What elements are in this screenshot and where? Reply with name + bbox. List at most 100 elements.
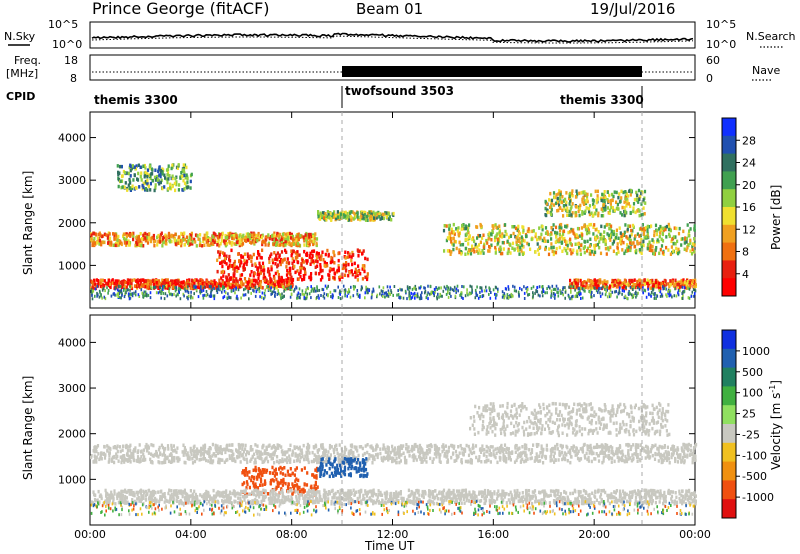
power-cell xyxy=(233,263,236,267)
power-cell xyxy=(606,222,609,227)
power-cell xyxy=(234,265,237,270)
power-cell xyxy=(660,244,664,248)
power-cell xyxy=(564,290,567,294)
power-cell xyxy=(360,288,362,292)
power-cell xyxy=(196,281,199,285)
power-cell xyxy=(283,280,286,285)
power-cell xyxy=(458,250,461,255)
power-cell xyxy=(122,234,125,238)
power-cell xyxy=(572,294,574,298)
velocity-cell xyxy=(276,455,279,459)
power-cell xyxy=(127,239,130,243)
power-cell xyxy=(397,289,399,292)
power-cell xyxy=(637,291,639,295)
power-cell xyxy=(250,241,253,245)
power-cell xyxy=(257,273,261,277)
power-cell xyxy=(392,293,394,297)
power-cell xyxy=(596,279,599,283)
power-cell xyxy=(296,269,299,273)
velocity-cell xyxy=(503,443,507,447)
power-cell xyxy=(614,283,617,287)
power-cell xyxy=(497,241,500,245)
power-cell xyxy=(134,290,137,294)
power-cell xyxy=(654,223,658,228)
power-cell xyxy=(96,294,98,298)
power-cell xyxy=(599,237,602,241)
power-cell xyxy=(517,224,520,229)
power-cell xyxy=(170,239,173,244)
power-cell xyxy=(507,285,510,289)
power-cell xyxy=(378,215,381,219)
velocity-cell xyxy=(298,459,301,464)
power-cell xyxy=(646,229,649,233)
power-cell xyxy=(197,237,200,241)
power-cell xyxy=(216,258,219,262)
power-cell xyxy=(216,243,219,247)
power-cell xyxy=(321,250,324,254)
power-cell xyxy=(156,235,159,240)
power-cell xyxy=(488,286,490,290)
power-cell xyxy=(589,252,592,256)
velocity-cell xyxy=(402,451,405,455)
power-cell xyxy=(478,234,482,238)
power-cell xyxy=(237,288,240,292)
power-cell xyxy=(294,251,297,255)
power-cell xyxy=(390,218,393,222)
power-cell xyxy=(626,199,629,203)
power-cell xyxy=(604,204,607,209)
power-cell xyxy=(357,294,360,298)
power-cell xyxy=(291,257,294,261)
velocity-cell xyxy=(594,457,597,461)
power-cell xyxy=(651,278,654,283)
power-cell xyxy=(667,227,671,232)
power-cell xyxy=(518,252,521,256)
power-cell xyxy=(504,287,507,291)
power-cell xyxy=(538,226,541,230)
power-cell xyxy=(165,239,168,243)
power-cell xyxy=(329,211,332,216)
power-cell xyxy=(270,252,273,256)
power-cell xyxy=(419,286,421,290)
power-cell xyxy=(186,175,189,179)
power-cell xyxy=(142,294,145,298)
power-cell xyxy=(199,233,202,237)
power-cell xyxy=(611,242,614,246)
power-cell xyxy=(257,233,260,237)
power-cell xyxy=(626,227,629,232)
power-cell xyxy=(532,291,534,295)
power-cell xyxy=(263,291,266,295)
power-cell xyxy=(181,174,184,179)
power-cell xyxy=(237,236,240,240)
power-cell xyxy=(357,249,360,254)
power-cell xyxy=(549,232,552,237)
velocity-cell xyxy=(425,460,428,464)
power-cell xyxy=(344,210,347,215)
power-cell xyxy=(131,184,134,188)
power-cell xyxy=(601,192,604,197)
power-cell xyxy=(342,284,345,288)
power-cell xyxy=(146,168,150,172)
power-cell xyxy=(627,202,630,206)
power-cell xyxy=(500,235,503,239)
power-cell xyxy=(344,289,347,293)
power-cell xyxy=(610,192,614,197)
power-cell xyxy=(260,235,264,239)
power-cell xyxy=(185,235,189,239)
power-cell xyxy=(308,275,311,280)
power-cell xyxy=(209,285,212,288)
power-cell xyxy=(509,234,512,238)
power-cell xyxy=(254,239,257,244)
power-cell xyxy=(304,237,307,242)
power-cell xyxy=(193,284,195,288)
power-cell xyxy=(278,255,281,259)
power-cell xyxy=(659,294,662,298)
power-cell xyxy=(131,186,134,191)
power-cell xyxy=(310,285,312,289)
power-cell xyxy=(586,249,589,253)
power-cell xyxy=(143,175,146,179)
power-cell xyxy=(117,292,120,295)
power-cell xyxy=(216,240,219,245)
power-cell xyxy=(361,286,363,290)
power-cell xyxy=(234,291,236,295)
power-cell xyxy=(442,289,445,293)
